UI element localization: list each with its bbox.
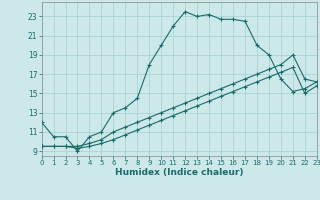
X-axis label: Humidex (Indice chaleur): Humidex (Indice chaleur) [115,168,244,177]
